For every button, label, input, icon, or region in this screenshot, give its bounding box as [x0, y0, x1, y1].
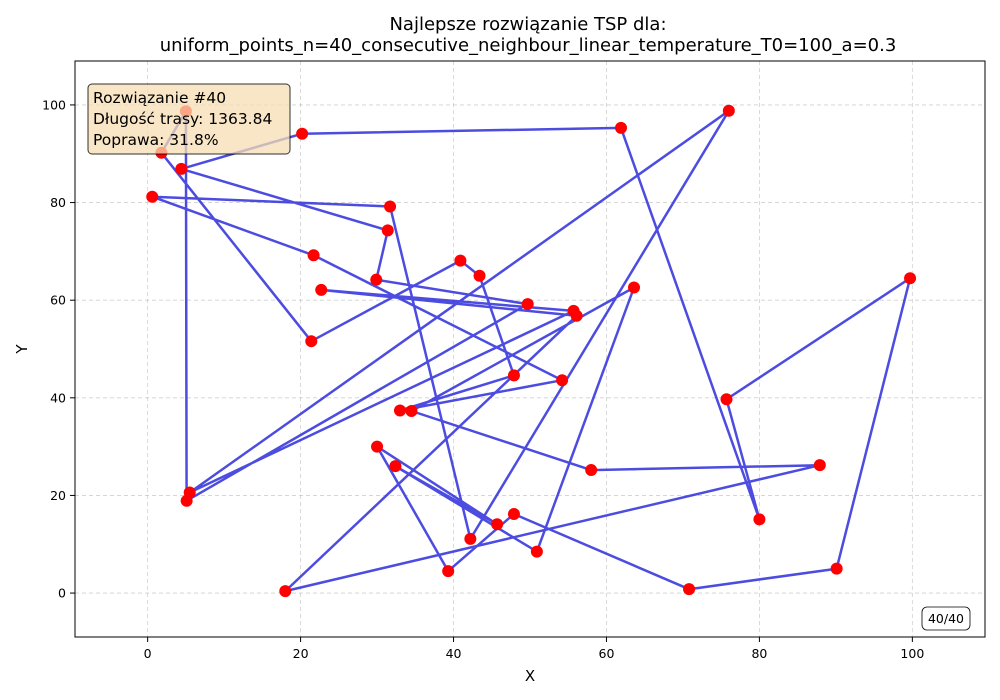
city-point — [381, 224, 394, 237]
city-point — [146, 190, 159, 203]
x-axis-label: X — [525, 667, 535, 685]
y-tick-label: 80 — [50, 195, 66, 210]
x-tick-label: 0 — [144, 646, 152, 661]
city-point — [904, 272, 917, 285]
info-solution-number: Rozwiązanie #40 — [93, 89, 226, 107]
x-tick-label: 100 — [900, 646, 924, 661]
city-point — [370, 273, 383, 286]
y-tick-label: 40 — [50, 390, 66, 405]
x-tick-label: 60 — [599, 646, 615, 661]
x-tick-label: 80 — [751, 646, 767, 661]
city-point — [556, 374, 569, 387]
city-point — [389, 460, 402, 473]
info-box-background — [87, 83, 291, 155]
frame-counter: 40/40 — [921, 606, 971, 631]
city-point — [394, 404, 406, 417]
city-point — [175, 162, 188, 175]
x-tick-label: 40 — [446, 646, 462, 661]
city-point — [315, 283, 328, 296]
frame-counter-label: 40/40 — [928, 611, 964, 626]
city-point — [507, 507, 520, 520]
info-box: Rozwiązanie #40 Długość trasy: 1363.84 P… — [87, 83, 291, 155]
city-point — [720, 393, 733, 406]
chart-title-line2: uniform_points_n=40_consecutive_neighbou… — [160, 35, 897, 56]
city-point — [530, 545, 543, 558]
city-point — [473, 269, 486, 282]
city-point — [296, 127, 309, 140]
city-point — [628, 281, 640, 294]
city-point — [371, 440, 384, 453]
frame-counter-box — [921, 606, 971, 631]
city-point — [813, 459, 826, 472]
city-point — [442, 565, 455, 578]
city-point — [507, 369, 520, 382]
city-point — [683, 583, 696, 596]
city-point — [615, 121, 627, 134]
city-point — [753, 513, 766, 526]
city-point — [279, 585, 292, 598]
chart-title-line1: Najlepsze rozwiązanie TSP dla: — [389, 14, 666, 35]
y-tick-label: 0 — [58, 586, 66, 601]
ticks: 0 20 40 60 80 100 0 20 40 60 80 100 — [42, 97, 924, 661]
x-tick-label: 20 — [293, 646, 309, 661]
city-point — [307, 249, 320, 262]
city-point — [585, 464, 598, 477]
city-point — [521, 298, 534, 311]
info-improvement: Poprawa: 31.8% — [93, 131, 219, 149]
grid — [75, 61, 985, 637]
city-point — [305, 335, 318, 348]
city-point — [180, 494, 193, 507]
city-point — [491, 518, 504, 531]
city-point — [570, 309, 583, 322]
city-point — [830, 562, 843, 575]
city-point — [454, 254, 467, 267]
city-point — [722, 104, 735, 117]
city-point — [464, 532, 477, 545]
plot-frame — [74, 60, 986, 638]
y-tick-label: 20 — [50, 488, 66, 503]
y-tick-label: 100 — [42, 97, 66, 112]
city-point — [405, 404, 418, 417]
y-axis-label: Y — [13, 344, 31, 355]
city-point — [384, 200, 397, 213]
y-tick-label: 60 — [50, 293, 66, 308]
info-route-length: Długość trasy: 1363.84 — [93, 110, 272, 128]
